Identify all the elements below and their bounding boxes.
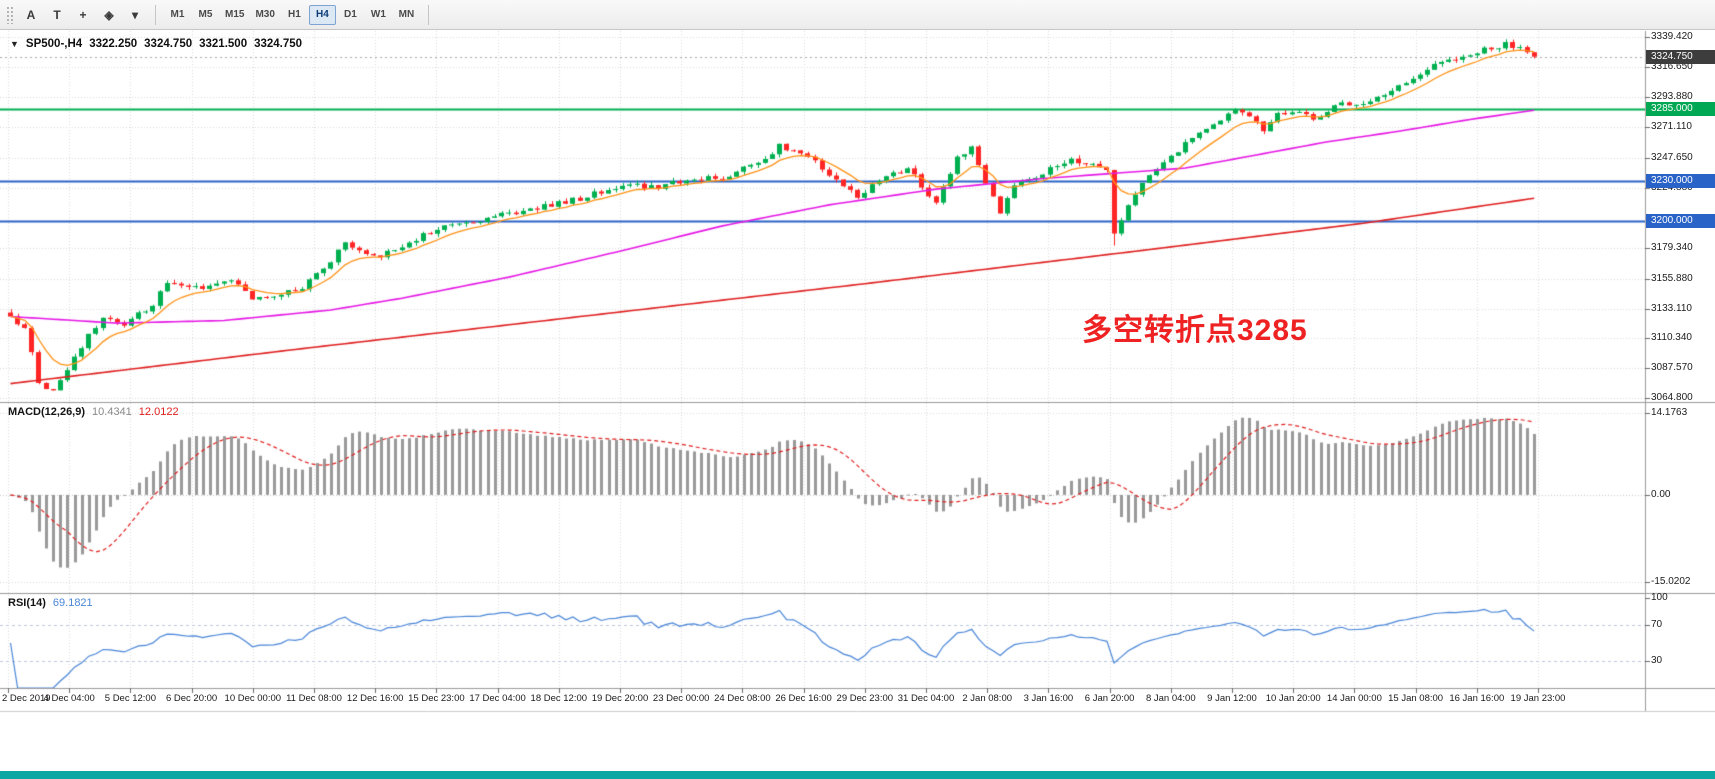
timeframe-button-mn[interactable]: MN bbox=[398, 9, 415, 20]
toolbar-separator-2 bbox=[427, 4, 429, 25]
time-tick-label: 6 Jan 20:00 bbox=[1084, 693, 1135, 704]
macd-main-value: 10.4341 bbox=[92, 406, 132, 418]
symbol-dropdown-icon[interactable]: ▼ bbox=[10, 39, 19, 49]
timeframe-button-m1[interactable]: M1 bbox=[170, 9, 185, 20]
time-tick-label: 16 Jan 16:00 bbox=[1449, 693, 1505, 704]
macd-name: MACD(12,26,9) bbox=[8, 406, 86, 418]
time-tick-label: 2 Jan 08:00 bbox=[962, 693, 1013, 704]
time-tick-label: 14 Jan 00:00 bbox=[1326, 693, 1382, 704]
drawing-tools-group: A T + ◈ ▾ bbox=[19, 4, 147, 26]
price-tick-label: 3247.650 bbox=[1651, 152, 1693, 163]
level-badge-3200: 3200.000 bbox=[1646, 213, 1715, 228]
taskbar-strip bbox=[0, 771, 1715, 779]
timeframe-button-m15[interactable]: M15 bbox=[225, 9, 245, 20]
time-tick-label: 10 Jan 20:00 bbox=[1265, 693, 1321, 704]
macd-label: MACD(12,26,9) 10.4341 12.0122 bbox=[8, 406, 179, 418]
rsi-scale-label: 70 bbox=[1651, 618, 1663, 630]
time-tick-label: 17 Dec 04:00 bbox=[469, 693, 526, 704]
time-tick-label: 5 Dec 12:00 bbox=[104, 693, 156, 704]
price-tick-label: 3087.570 bbox=[1651, 362, 1693, 374]
time-tick-label: 29 Dec 23:00 bbox=[836, 693, 894, 704]
price-tick-label: 3064.800 bbox=[1651, 392, 1693, 404]
timeframe-button-m5[interactable]: M5 bbox=[198, 9, 213, 20]
level-badge-3285: 3285.000 bbox=[1646, 101, 1715, 116]
price-scale[interactable]: 3339.420 3316.650 3293.880 3271.110 3247.650… bbox=[1646, 0, 1715, 779]
price-tick-label: 3110.340 bbox=[1651, 332, 1692, 344]
symbol-period-label: SP500-,H4 bbox=[25, 38, 83, 50]
price-tick-label: 3133.110 bbox=[1651, 302, 1692, 314]
time-tick-label: 2 Dec 2019 bbox=[2, 693, 51, 704]
macd-scale-label: -15.0202 bbox=[1651, 576, 1691, 588]
shapes-dropdown-icon[interactable]: ▾ bbox=[131, 7, 139, 22]
time-tick-label: 8 Jan 04:00 bbox=[1145, 693, 1196, 704]
chart-annotation: 多空转折点3285 bbox=[1082, 314, 1308, 347]
toolbar-grip[interactable] bbox=[6, 5, 13, 24]
level-badge-3230: 3230.000 bbox=[1646, 174, 1715, 189]
toolbar-separator bbox=[155, 4, 156, 25]
ohlc-high: 3324.750 bbox=[144, 38, 193, 50]
current-price-badge: 3324.750 bbox=[1646, 49, 1715, 64]
price-tick-label: 3316.650 bbox=[1651, 61, 1693, 73]
macd-scale-label: 0.00 bbox=[1651, 488, 1671, 500]
macd-scale-label: 14.1763 bbox=[1651, 406, 1688, 418]
time-tick-label: 12 Dec 16:00 bbox=[346, 693, 404, 704]
rsi-value: 69.1821 bbox=[52, 597, 93, 609]
time-tick-label: 31 Dec 04:00 bbox=[897, 693, 955, 704]
timeframe-button-d1[interactable]: D1 bbox=[344, 9, 357, 20]
timeframe-button-h1[interactable]: H1 bbox=[288, 9, 301, 20]
time-tick-label: 24 Dec 08:00 bbox=[714, 693, 771, 704]
time-tick-label: 6 Dec 20:00 bbox=[165, 693, 218, 704]
time-tick-label: 26 Dec 16:00 bbox=[775, 693, 832, 704]
chart-header: ▼ SP500-,H4 3322.250 3324.750 3321.500 3… bbox=[10, 38, 302, 50]
time-tick-label: 19 Dec 20:00 bbox=[591, 693, 649, 704]
rsi-name: RSI(14) bbox=[8, 597, 46, 609]
rsi-scale-label: 30 bbox=[1651, 654, 1663, 666]
main-toolbar: A T + ◈ ▾ M1 M5 M15 M30 H1 H4 D1 W1 MN bbox=[0, 0, 1715, 30]
time-axis[interactable]: 2 Dec 2019 4 Dec 04:00 5 Dec 12:00 6 Dec 20… bbox=[0, 693, 1715, 707]
price-tick-label: 3339.420 bbox=[1651, 31, 1693, 43]
crosshair-tool-icon[interactable]: + bbox=[79, 7, 87, 22]
text-label-tool-icon[interactable]: T bbox=[53, 7, 61, 22]
price-tick-label: 3155.880 bbox=[1651, 272, 1693, 284]
time-tick-label: 15 Dec 23:00 bbox=[408, 693, 465, 704]
timeframe-group: M1 M5 M15 M30 H1 H4 D1 W1 MN bbox=[164, 4, 420, 25]
time-tick-label: 19 Jan 23:00 bbox=[1510, 693, 1566, 704]
timeframe-button-w1[interactable]: W1 bbox=[370, 9, 386, 20]
ohlc-close: 3324.750 bbox=[254, 38, 303, 50]
rsi-label: RSI(14) 69.1821 bbox=[8, 597, 93, 609]
time-tick-label: 11 Dec 08:00 bbox=[286, 693, 342, 704]
time-tick-label: 10 Dec 00:00 bbox=[224, 693, 282, 704]
rsi-scale-label: 100 bbox=[1651, 591, 1668, 603]
time-tick-label: 4 Dec 04:00 bbox=[43, 693, 95, 704]
price-tick-label: 3271.110 bbox=[1651, 121, 1692, 133]
time-tick-label: 3 Jan 16:00 bbox=[1023, 693, 1074, 704]
macd-signal-value: 12.0122 bbox=[138, 406, 179, 418]
shapes-tool-icon[interactable]: ◈ bbox=[104, 7, 114, 22]
pointer-tool-icon[interactable]: A bbox=[26, 7, 36, 22]
time-tick-label: 15 Jan 08:00 bbox=[1388, 693, 1444, 704]
timeframe-button-m30[interactable]: M30 bbox=[255, 9, 275, 20]
timeframe-button-h4[interactable]: H4 bbox=[308, 4, 336, 25]
ohlc-open: 3322.250 bbox=[89, 38, 138, 50]
ohlc-low: 3321.500 bbox=[199, 38, 248, 50]
price-tick-label: 3179.340 bbox=[1651, 241, 1693, 253]
price-tick-label: 3293.880 bbox=[1651, 91, 1693, 103]
time-tick-label: 18 Dec 12:00 bbox=[530, 693, 588, 704]
time-tick-label: 23 Dec 00:00 bbox=[652, 693, 710, 704]
time-tick-label: 9 Jan 12:00 bbox=[1207, 693, 1257, 704]
